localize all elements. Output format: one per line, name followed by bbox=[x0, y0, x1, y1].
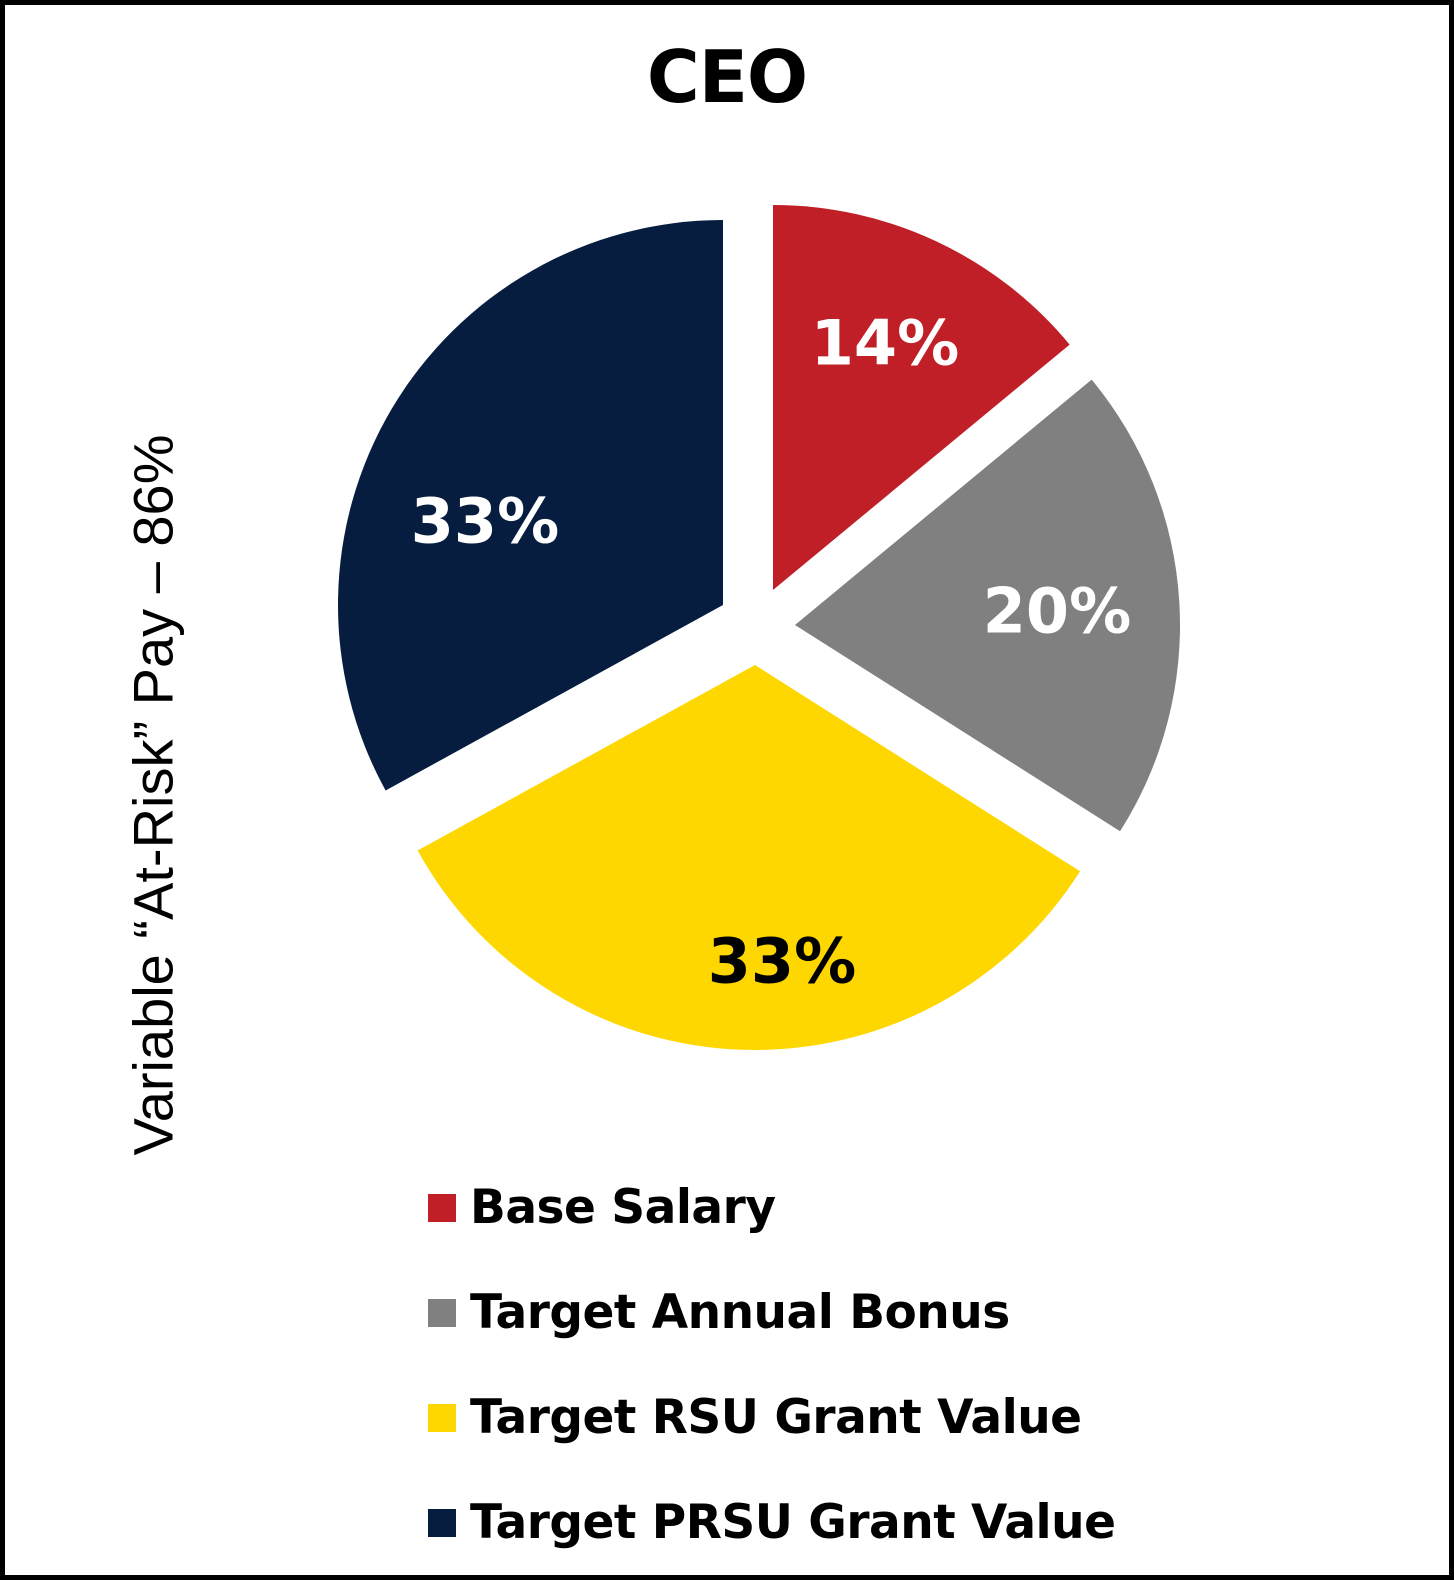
legend-swatch bbox=[428, 1508, 456, 1537]
legend: Base Salary Target Annual Bonus Target R… bbox=[428, 1155, 1116, 1575]
legend-swatch bbox=[428, 1403, 456, 1432]
chart-title: CEO bbox=[646, 35, 808, 119]
legend-label: Target PRSU Grant Value bbox=[470, 1495, 1116, 1550]
legend-item: Target RSU Grant Value bbox=[428, 1365, 1116, 1470]
legend-item: Target Annual Bonus bbox=[428, 1260, 1116, 1365]
pie-slice bbox=[337, 219, 723, 791]
slice-data-label: 33% bbox=[411, 485, 559, 558]
legend-swatch bbox=[428, 1193, 456, 1222]
pie-slice bbox=[417, 665, 1081, 1050]
legend-swatch bbox=[428, 1298, 456, 1327]
slice-data-label: 20% bbox=[983, 575, 1131, 648]
legend-item: Target PRSU Grant Value bbox=[428, 1470, 1116, 1575]
legend-item: Base Salary bbox=[428, 1155, 1116, 1260]
slice-data-label: 33% bbox=[708, 925, 856, 998]
legend-label: Base Salary bbox=[470, 1180, 776, 1235]
legend-label: Target Annual Bonus bbox=[470, 1285, 1010, 1340]
pie-chart: 14% 20% 33% 33% bbox=[337, 205, 1180, 1050]
slice-data-label: 14% bbox=[811, 307, 959, 380]
pie-slice bbox=[773, 205, 1070, 590]
pie-slice bbox=[795, 379, 1180, 832]
legend-label: Target RSU Grant Value bbox=[470, 1390, 1082, 1445]
